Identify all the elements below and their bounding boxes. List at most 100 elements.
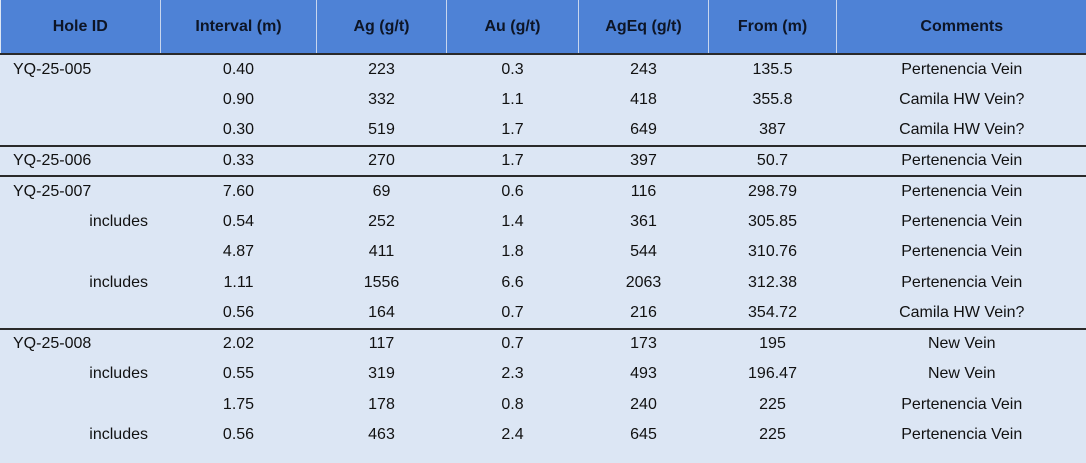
table-cell: 116 — [578, 175, 709, 207]
table-cell: 463 — [316, 420, 447, 451]
table-cell: 544 — [578, 237, 709, 268]
table-cell: 69 — [316, 175, 447, 207]
table-cell: 298.79 — [708, 175, 837, 207]
table-cell: 6.6 — [446, 267, 579, 298]
table-row: YQ-25-007 7.60 69 0.6 116 298.79 Pertenencia V… — [0, 175, 1086, 207]
data-table: Hole ID Interval (m) Ag (g/t) Au (g/t) AgEq … — [0, 0, 1086, 451]
table-cell: 7.60 — [160, 175, 317, 207]
table-cell: 1.4 — [446, 206, 579, 237]
hole-id: YQ-25-008 — [0, 327, 161, 359]
table-cell: 223 — [316, 53, 447, 85]
table-cell: 2.02 — [160, 327, 317, 359]
table-cell: 164 — [316, 298, 447, 329]
table-cell: Pertenencia Vein — [836, 420, 1086, 451]
table-cell: 0.3 — [446, 53, 579, 85]
table-row: includes 1.11 1556 6.6 2063 312.38 Pertenencia… — [0, 267, 1086, 298]
table-cell: 319 — [316, 359, 447, 390]
table-row: 1.75 178 0.8 240 225 Pertenencia Vein — [0, 389, 1086, 420]
row-label: includes — [0, 267, 161, 298]
table-cell: 0.90 — [160, 84, 317, 115]
table-cell: 216 — [578, 298, 709, 329]
header-cell: Interval (m) — [160, 0, 317, 54]
table-cell: 332 — [316, 84, 447, 115]
table-cell: 0.54 — [160, 206, 317, 237]
table-cell: 0.6 — [446, 175, 579, 207]
row-label: includes — [0, 420, 161, 451]
table-row: includes 0.56 463 2.4 645 225 Pertenencia Vein — [0, 420, 1086, 451]
table-cell: New Vein — [836, 359, 1086, 390]
table-cell: 4.87 — [160, 237, 317, 268]
table-row: YQ-25-006 0.33 270 1.7 397 50.7 Pertenencia Ve… — [0, 144, 1086, 176]
table-cell: 50.7 — [708, 144, 837, 176]
table-cell: 305.85 — [708, 206, 837, 237]
table-cell: 354.72 — [708, 298, 837, 329]
table-cell: Camila HW Vein? — [836, 115, 1086, 146]
table-cell: Pertenencia Vein — [836, 389, 1086, 420]
table-row: includes 0.54 252 1.4 361 305.85 Pertenencia V… — [0, 206, 1086, 237]
table-cell: 1.7 — [446, 115, 579, 146]
table-row: 4.87 411 1.8 544 310.76 Pertenencia Vein — [0, 237, 1086, 268]
hole-id: YQ-25-007 — [0, 175, 161, 207]
table-cell: Pertenencia Vein — [836, 237, 1086, 268]
table-cell: 310.76 — [708, 237, 837, 268]
table-row: includes 0.55 319 2.3 493 196.47 New Vein — [0, 359, 1086, 390]
table-cell: 645 — [578, 420, 709, 451]
table-cell: 240 — [578, 389, 709, 420]
table-cell: 1556 — [316, 267, 447, 298]
table-cell: 312.38 — [708, 267, 837, 298]
hole-id: YQ-25-006 — [0, 144, 161, 176]
header-cell: AgEq (g/t) — [578, 0, 709, 54]
table-cell: 1.7 — [446, 144, 579, 176]
table-cell: 355.8 — [708, 84, 837, 115]
table-cell: 243 — [578, 53, 709, 85]
header-row: Hole ID Interval (m) Ag (g/t) Au (g/t) AgEq … — [0, 0, 1086, 54]
table-cell: 195 — [708, 327, 837, 359]
row-label: includes — [0, 206, 161, 237]
table-cell: 196.47 — [708, 359, 837, 390]
table-cell: 397 — [578, 144, 709, 176]
table-cell: 0.7 — [446, 298, 579, 329]
table-cell: 0.8 — [446, 389, 579, 420]
table-cell: Camila HW Vein? — [836, 298, 1086, 329]
table-cell: 0.56 — [160, 420, 317, 451]
table-cell: 418 — [578, 84, 709, 115]
table-cell: 225 — [708, 389, 837, 420]
table-cell: New Vein — [836, 327, 1086, 359]
table-cell: 117 — [316, 327, 447, 359]
header-cell: Ag (g/t) — [316, 0, 447, 54]
table-cell: 178 — [316, 389, 447, 420]
table-cell: Pertenencia Vein — [836, 53, 1086, 85]
table-cell: 387 — [708, 115, 837, 146]
table-cell: 173 — [578, 327, 709, 359]
table-cell: 1.1 — [446, 84, 579, 115]
empty-cell — [0, 389, 161, 420]
table-cell: 0.55 — [160, 359, 317, 390]
table-cell: 135.5 — [708, 53, 837, 85]
table-body: YQ-25-005 0.40 223 0.3 243 135.5 Pertenencia V… — [0, 53, 1086, 451]
table-row: 0.30 519 1.7 649 387 Camila HW Vein? — [0, 115, 1086, 146]
table-cell: 252 — [316, 206, 447, 237]
table-cell: 0.7 — [446, 327, 579, 359]
table-cell: 270 — [316, 144, 447, 176]
table-cell: 0.30 — [160, 115, 317, 146]
table-cell: 1.11 — [160, 267, 317, 298]
hole-id: YQ-25-005 — [0, 53, 161, 85]
table-row: 0.90 332 1.1 418 355.8 Camila HW Vein? — [0, 84, 1086, 115]
table-cell: 1.8 — [446, 237, 579, 268]
table-cell: 493 — [578, 359, 709, 390]
table-cell: Pertenencia Vein — [836, 144, 1086, 176]
table-cell: 649 — [578, 115, 709, 146]
table-row: YQ-25-008 2.02 117 0.7 173 195 New Vein — [0, 327, 1086, 359]
table-cell: 2063 — [578, 267, 709, 298]
table-cell: Pertenencia Vein — [836, 267, 1086, 298]
table-row: 0.56 164 0.7 216 354.72 Camila HW Vein? — [0, 298, 1086, 329]
empty-cell — [0, 115, 161, 146]
header-cell: From (m) — [708, 0, 837, 54]
table-cell: Pertenencia Vein — [836, 206, 1086, 237]
table-cell: 225 — [708, 420, 837, 451]
table-cell: 2.3 — [446, 359, 579, 390]
row-label: includes — [0, 359, 161, 390]
empty-cell — [0, 298, 161, 329]
table-cell: 1.75 — [160, 389, 317, 420]
